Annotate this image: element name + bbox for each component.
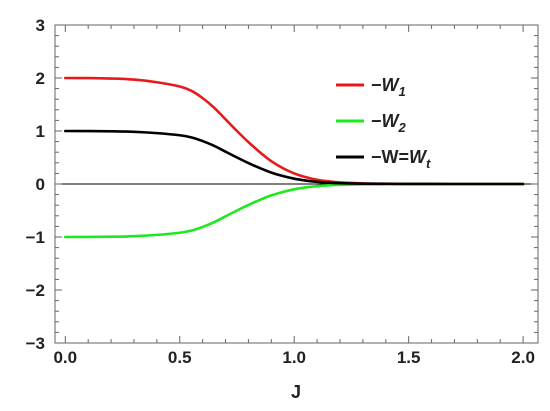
y-tick-label: 1 <box>36 122 45 141</box>
y-tick-label: 0 <box>36 175 45 194</box>
x-tick-label: 0.5 <box>168 348 192 367</box>
legend-label-1: −W1 <box>371 75 406 99</box>
y-tick-label: −1 <box>26 228 45 247</box>
series-line-3 <box>64 129 525 186</box>
x-axis-title: J <box>291 382 301 402</box>
y-tick-label: 2 <box>36 69 45 88</box>
x-tick-label: 2.0 <box>511 348 535 367</box>
x-tick-label: 1.0 <box>282 348 306 367</box>
axis-ticks: 0.0 0.5 1.0 1.5 2.0 −3 −2 −1 0 1 2 3 <box>26 16 538 367</box>
x-tick-label: 0.0 <box>53 348 77 367</box>
legend: −W1 −W2 −W=Wt <box>336 75 431 171</box>
legend-label-3: −W=Wt <box>371 147 431 171</box>
x-tick-label: 1.5 <box>397 348 421 367</box>
series-group <box>64 76 525 239</box>
y-tick-label: 3 <box>36 16 45 35</box>
y-tick-label: −3 <box>26 334 45 353</box>
legend-label-2: −W2 <box>371 111 407 135</box>
y-tick-label: −2 <box>26 281 45 300</box>
series-line-2 <box>64 182 525 239</box>
